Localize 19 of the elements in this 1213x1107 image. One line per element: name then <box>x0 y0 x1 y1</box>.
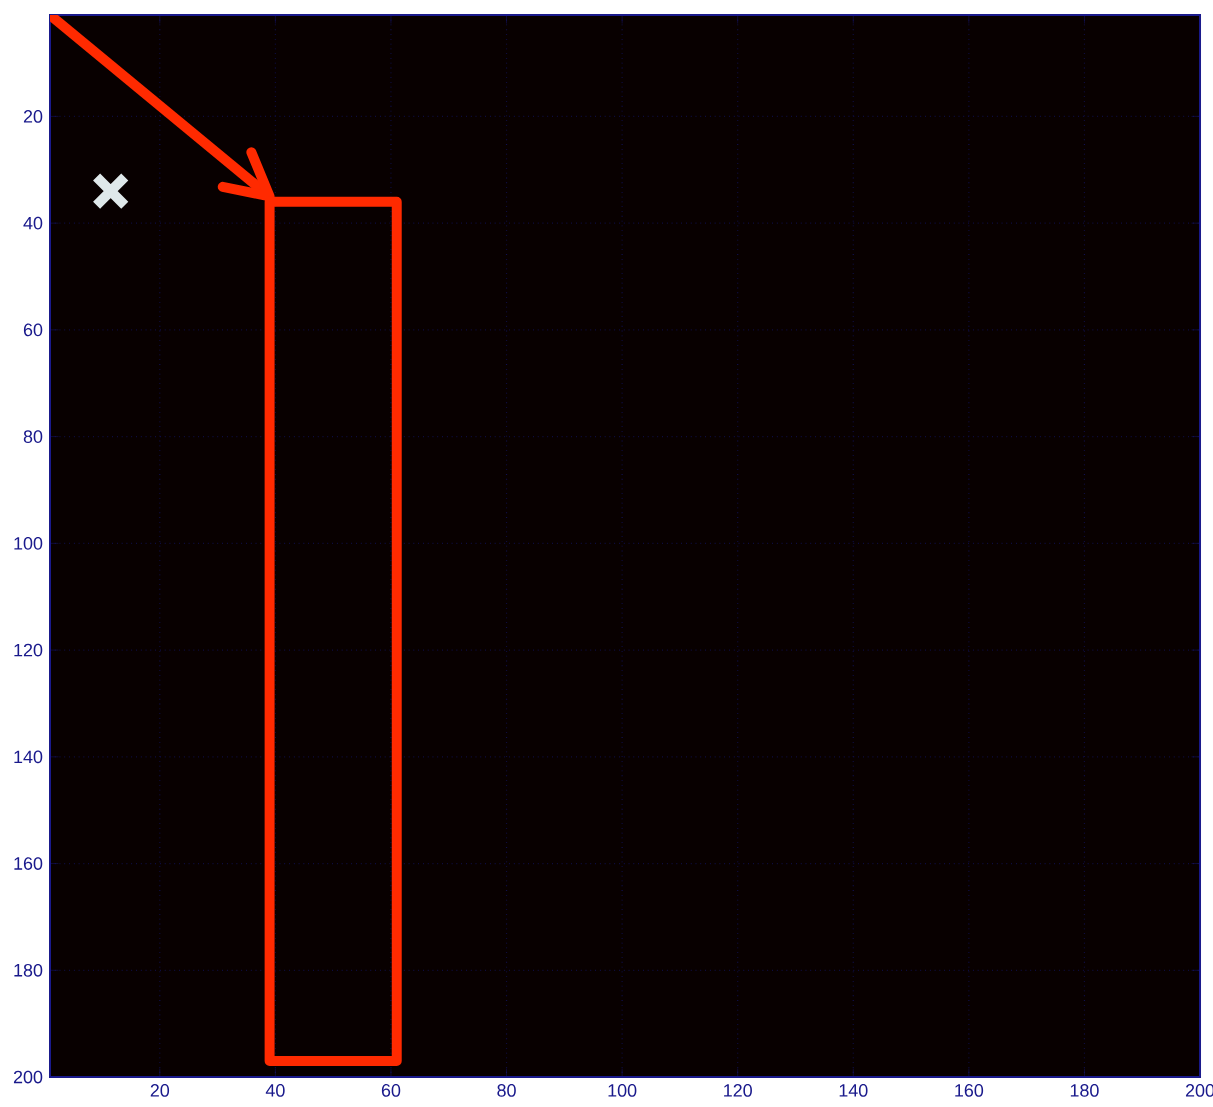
x-tick-label: 40 <box>265 1084 285 1097</box>
x-tick-label: 180 <box>1070 1084 1099 1097</box>
x-tick-label: 20 <box>150 1084 170 1097</box>
x-tick-label: 100 <box>608 1084 637 1097</box>
y-tick-label: 80 <box>23 430 43 443</box>
y-tick-label: 20 <box>23 110 43 123</box>
y-tick-label: 100 <box>14 536 43 550</box>
x-tick-label: 80 <box>497 1084 516 1097</box>
y-tick-label: 40 <box>23 216 43 230</box>
y-tick-label: 120 <box>14 643 43 657</box>
y-tick-label: 160 <box>14 857 43 870</box>
y-tick-label: 60 <box>23 323 43 337</box>
y-tick-label: 200 <box>13 1070 43 1084</box>
x-tick-label: 60 <box>381 1084 401 1097</box>
x-tick-label: 140 <box>839 1084 868 1097</box>
x-tick-label: 160 <box>955 1084 984 1097</box>
y-tick-label: 180 <box>14 963 43 977</box>
y-tick-label: 140 <box>14 750 43 764</box>
x-tick-label: 120 <box>724 1084 752 1097</box>
